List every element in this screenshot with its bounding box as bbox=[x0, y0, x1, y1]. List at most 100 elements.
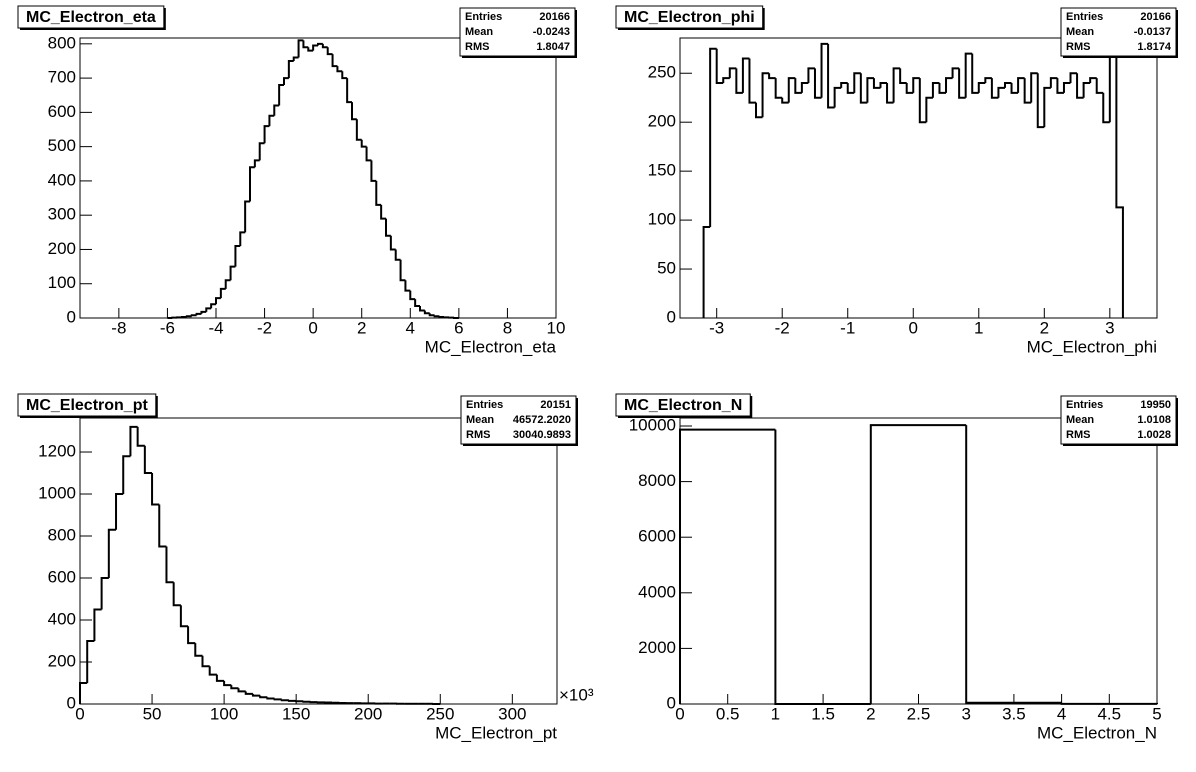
x-tick-label: 4 bbox=[406, 318, 415, 337]
stats-box bbox=[460, 395, 577, 445]
x-tick-label: 2 bbox=[357, 318, 366, 337]
x-tick-label: 0 bbox=[675, 704, 684, 723]
y-tick-label: 0 bbox=[667, 307, 676, 326]
stats-label: Mean bbox=[1066, 414, 1094, 426]
histogram-bin bbox=[774, 429, 871, 705]
histogram-bin bbox=[230, 685, 239, 690]
x-tick-label: -2 bbox=[257, 318, 272, 337]
x-tick-label: 250 bbox=[426, 704, 454, 723]
histogram-bin bbox=[280, 699, 289, 702]
x-tick-label: 1 bbox=[771, 704, 780, 723]
x-tick-label: 4 bbox=[1057, 704, 1066, 723]
histogram-bin bbox=[869, 424, 967, 704]
histogram-bin bbox=[433, 315, 440, 318]
histogram-bin bbox=[194, 643, 203, 657]
histogram-bin bbox=[423, 310, 430, 315]
stats-label: Mean bbox=[465, 26, 493, 38]
y-tick-label: 4000 bbox=[638, 582, 676, 601]
histogram-bin bbox=[151, 473, 160, 506]
histogram-bin bbox=[807, 67, 815, 84]
stats-label: Entries bbox=[1066, 399, 1103, 411]
histogram-bin bbox=[253, 159, 260, 168]
histogram-bin bbox=[312, 44, 318, 51]
y-tick-label: 150 bbox=[648, 161, 676, 180]
y-tick-label: 0 bbox=[67, 693, 76, 712]
histogram-bin bbox=[833, 86, 842, 108]
histogram-bin bbox=[201, 655, 210, 668]
histogram-bin bbox=[292, 56, 299, 61]
x-tick-label: 3 bbox=[961, 704, 970, 723]
histogram-bin bbox=[187, 626, 196, 645]
stats-label: Mean bbox=[1066, 26, 1094, 38]
title-box bbox=[17, 393, 157, 417]
y-tick-label: 100 bbox=[48, 273, 76, 292]
plot-frame bbox=[79, 417, 558, 705]
histogram-bin bbox=[143, 445, 153, 475]
histogram-bin bbox=[794, 78, 802, 94]
histogram-bin bbox=[735, 68, 743, 94]
histogram-bin bbox=[1062, 82, 1071, 93]
histogram-bin bbox=[389, 235, 396, 251]
histogram-bin bbox=[219, 287, 226, 299]
x-tick-label: -3 bbox=[709, 318, 724, 337]
histogram-bin bbox=[195, 312, 202, 316]
histogram-bin bbox=[223, 680, 232, 687]
x-axis-label: MC_Electron_N bbox=[1037, 723, 1157, 742]
histogram-bin bbox=[1082, 82, 1091, 98]
histogram-bin bbox=[912, 77, 920, 93]
histogram-bin bbox=[129, 425, 138, 457]
x-tick-label: 0 bbox=[308, 318, 317, 337]
x-tick-label: 2.5 bbox=[907, 704, 931, 723]
histogram-bin bbox=[394, 249, 401, 261]
histogram-bin bbox=[165, 546, 174, 584]
x-tick-label: 10 bbox=[547, 318, 566, 337]
stats-value: 46572.2020 bbox=[513, 414, 571, 426]
histogram-bin bbox=[208, 666, 217, 676]
histogram-bin bbox=[892, 67, 901, 103]
histogram-bin bbox=[360, 139, 367, 148]
x-tick-label: -2 bbox=[775, 318, 790, 337]
y-tick-label: 700 bbox=[48, 68, 76, 87]
histogram-bin bbox=[258, 142, 265, 161]
histogram-bin bbox=[1056, 78, 1064, 94]
histogram-bin bbox=[414, 299, 420, 308]
stats-label: RMS bbox=[1066, 429, 1090, 441]
histogram-bin bbox=[278, 83, 284, 106]
histogram-bin bbox=[971, 53, 979, 94]
y-tick-label: 400 bbox=[48, 170, 76, 189]
histogram-bin bbox=[239, 231, 246, 247]
x-tick-label: 3 bbox=[1105, 318, 1114, 337]
histogram-bin bbox=[136, 426, 145, 447]
histogram-bin bbox=[866, 77, 874, 103]
x-tick-label: 8 bbox=[503, 318, 512, 337]
chart-title: MC_Electron_N bbox=[624, 397, 742, 414]
y-tick-label: 50 bbox=[657, 259, 676, 278]
histogram-bin bbox=[399, 259, 406, 282]
stats-value: 1.8047 bbox=[536, 41, 570, 53]
y-tick-label: 2000 bbox=[638, 638, 676, 657]
x-tick-label: 3.5 bbox=[1002, 704, 1026, 723]
title-box bbox=[615, 393, 751, 417]
histogram-bin bbox=[748, 58, 757, 104]
histogram-bin bbox=[351, 102, 357, 121]
x-tick-label: 1.5 bbox=[811, 704, 835, 723]
y-tick-label: 600 bbox=[48, 567, 76, 586]
title-box bbox=[17, 5, 165, 29]
histogram-bin bbox=[899, 68, 907, 85]
stats-label: RMS bbox=[465, 41, 489, 53]
histogram-bin bbox=[702, 225, 711, 318]
histogram-bin bbox=[273, 698, 282, 701]
histogram-bin bbox=[259, 695, 268, 699]
histogram-bin bbox=[428, 313, 435, 317]
histogram-bin bbox=[1069, 72, 1078, 84]
x-tick-label: -1 bbox=[840, 318, 855, 337]
histogram-bin bbox=[1023, 78, 1032, 104]
histogram-bin bbox=[100, 577, 109, 610]
histogram-bin bbox=[827, 43, 835, 109]
histogram-bin bbox=[1089, 77, 1097, 84]
chart-title: MC_Electron_eta bbox=[26, 9, 156, 26]
histogram-bin bbox=[251, 693, 261, 697]
x-axis-label: MC_Electron_pt bbox=[435, 723, 557, 742]
histogram-bin bbox=[774, 78, 783, 99]
